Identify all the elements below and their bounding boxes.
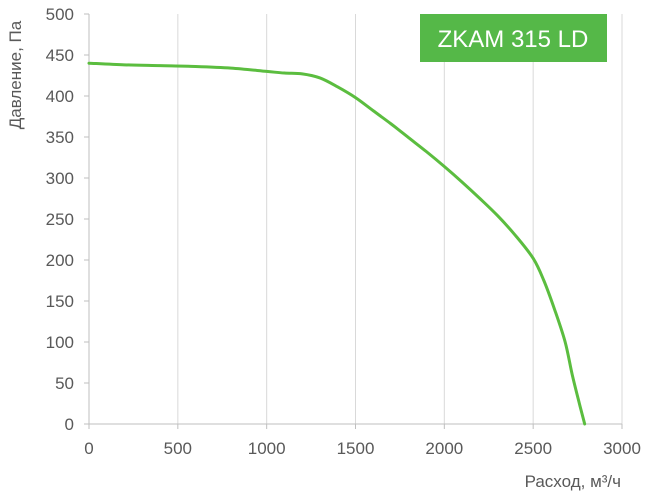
chart-title: ZKAM 315 LD [438, 26, 589, 53]
y-tick-label: 400 [46, 87, 74, 106]
y-tick-label: 300 [46, 169, 74, 188]
y-tick-label: 150 [46, 292, 74, 311]
x-tick-label: 2000 [425, 439, 463, 458]
series-layer [87, 61, 587, 426]
x-tick-label: 0 [84, 439, 93, 458]
y-tick-label: 100 [46, 333, 74, 352]
y-tick-label: 200 [46, 251, 74, 270]
x-tick-label: 1000 [248, 439, 286, 458]
y-tick-label: 50 [55, 374, 74, 393]
y-tick-label: 500 [46, 5, 74, 24]
x-tick-label: 2500 [514, 439, 552, 458]
y-tick-label: 0 [65, 415, 74, 434]
axis-layer [84, 13, 623, 429]
x-tick-label: 3000 [603, 439, 641, 458]
grid-layer [177, 14, 623, 424]
x-tick-label: 1500 [337, 439, 375, 458]
x-axis-title: Расход, м³/ч [525, 472, 621, 491]
chart-title-badge [420, 14, 607, 62]
x-tick-label: 500 [164, 439, 192, 458]
y-tick-label: 250 [46, 210, 74, 229]
tick-labels: 0 50 100 150 200 250 300 350 400 450 500 0 500 1000 15… [46, 5, 641, 458]
series-line [87, 61, 587, 426]
y-tick-label: 450 [46, 46, 74, 65]
y-tick-label: 350 [46, 128, 74, 147]
y-axis-title: Давление, Па [6, 20, 25, 129]
